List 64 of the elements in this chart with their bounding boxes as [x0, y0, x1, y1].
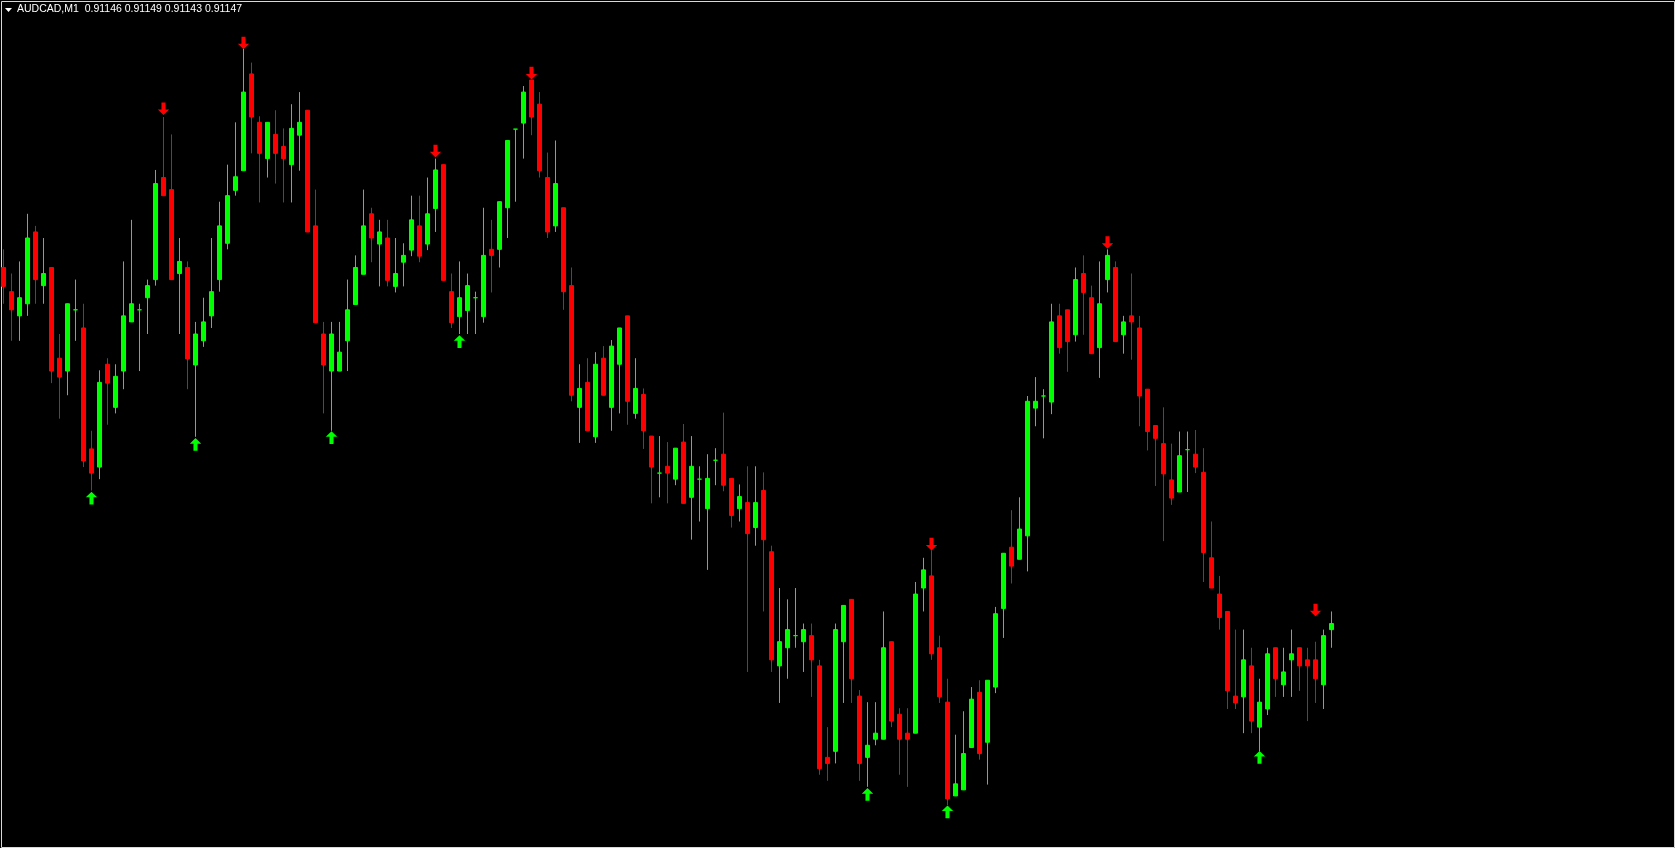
- point: [941, 805, 954, 819]
- candlestick: [393, 237, 398, 293]
- candlestick: [377, 219, 382, 287]
- candlestick: [177, 237, 182, 335]
- candlestick: [201, 297, 206, 348]
- candlestick: [1153, 424, 1158, 487]
- point: [1309, 603, 1322, 617]
- candlestick: [1121, 315, 1126, 355]
- candlestick: [1233, 629, 1238, 710]
- candlestick: [1217, 575, 1222, 631]
- candlestick: [297, 91, 302, 172]
- candlestick: [577, 363, 582, 444]
- point: [525, 66, 538, 80]
- point: [1253, 751, 1266, 764]
- candlestick: [1281, 647, 1286, 698]
- candlestick: [281, 127, 286, 203]
- candlestick: [273, 109, 278, 185]
- candlestick: [41, 237, 46, 305]
- candlestick: [801, 623, 806, 673]
- candlestick: [1297, 647, 1302, 692]
- candlestick: [953, 734, 958, 797]
- candlestick: [145, 279, 150, 335]
- candlestick: [785, 598, 790, 680]
- point: [157, 102, 170, 116]
- point: [453, 335, 466, 348]
- candlestick: [1193, 429, 1198, 474]
- point: [237, 36, 250, 50]
- candlestick: [1041, 388, 1046, 439]
- candlestick: [9, 273, 14, 342]
- point: [189, 438, 202, 451]
- candlestick: [57, 333, 62, 420]
- candlestick: [337, 321, 342, 372]
- candlestick: [1081, 254, 1086, 336]
- point: [925, 537, 938, 551]
- candlestick: [1289, 629, 1294, 698]
- candlestick: [1033, 376, 1038, 427]
- chart-title: AUDCAD,M1 0.91146 0.91149 0.91143 0.91147: [17, 1, 243, 14]
- candlestick: [657, 435, 662, 498]
- candlestick: [1329, 610, 1334, 649]
- point: [85, 491, 98, 505]
- candlestick: [129, 219, 134, 323]
- candlestick: [905, 707, 910, 788]
- point: [429, 144, 442, 158]
- candlestick: [401, 242, 406, 287]
- candlestick: [161, 116, 166, 197]
- candlestick: [825, 726, 830, 782]
- candlestick: [1313, 641, 1318, 704]
- candlestick: [17, 260, 22, 342]
- candlestick: [921, 557, 926, 612]
- candlestick: [233, 121, 238, 197]
- candlestick: [489, 219, 494, 293]
- candlestick: [1129, 273, 1134, 361]
- candlestick: [1009, 509, 1014, 584]
- point: [325, 431, 338, 444]
- candlestick: [105, 357, 110, 426]
- candlestick: [873, 701, 878, 746]
- candlestick: [665, 441, 670, 504]
- point: [1101, 236, 1114, 249]
- candlestick: [513, 128, 518, 203]
- candlestick: [1, 248, 6, 305]
- point: [861, 788, 874, 801]
- candlestick: [737, 483, 742, 522]
- candlestick: [1169, 443, 1174, 506]
- candlestick: [1305, 647, 1310, 722]
